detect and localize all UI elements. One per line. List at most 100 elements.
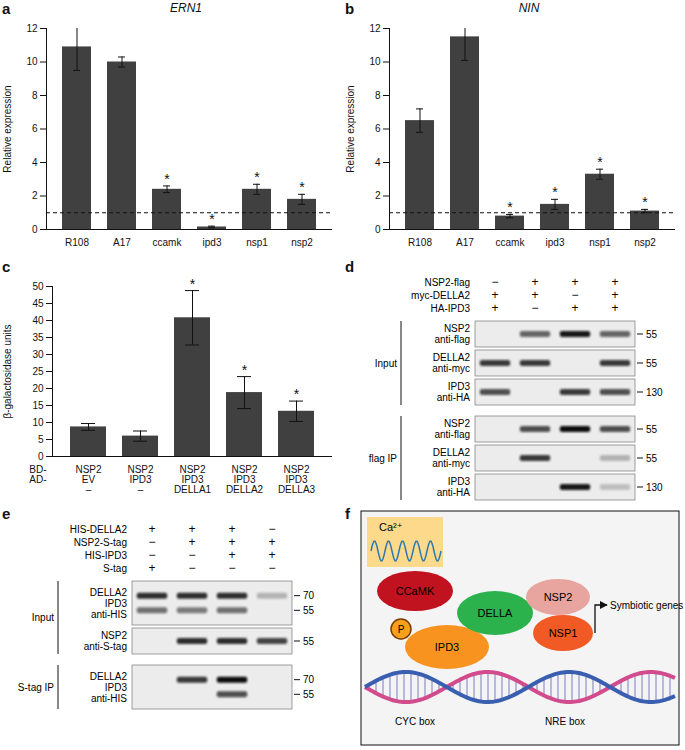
svg-text:+: + bbox=[611, 301, 618, 315]
svg-text:anti-myc: anti-myc bbox=[432, 363, 470, 374]
svg-text:Symbiotic genes: Symbiotic genes bbox=[610, 600, 683, 611]
svg-text:20: 20 bbox=[32, 383, 44, 394]
svg-text:ccamk: ccamk bbox=[496, 237, 526, 248]
svg-text:*: * bbox=[190, 276, 196, 292]
svg-text:+: + bbox=[571, 275, 578, 289]
svg-text:anti-myc: anti-myc bbox=[432, 458, 470, 469]
svg-text:β-galactosidase units: β-galactosidase units bbox=[2, 324, 13, 418]
svg-text:anti-HA: anti-HA bbox=[437, 392, 471, 403]
svg-text:NSP1: NSP1 bbox=[549, 627, 578, 639]
svg-text:6: 6 bbox=[32, 123, 38, 134]
svg-text:NSP2: NSP2 bbox=[101, 630, 128, 641]
svg-text:45: 45 bbox=[32, 298, 44, 309]
svg-text:50: 50 bbox=[32, 281, 44, 292]
svg-text:Relative expression: Relative expression bbox=[2, 85, 13, 172]
svg-text:55: 55 bbox=[646, 329, 658, 340]
svg-text:Ca²⁺: Ca²⁺ bbox=[379, 521, 403, 533]
svg-text:0: 0 bbox=[38, 451, 44, 462]
svg-text:+: + bbox=[188, 535, 195, 549]
svg-text:−: − bbox=[148, 535, 155, 549]
svg-text:+: + bbox=[491, 301, 498, 315]
svg-text:anti-HA: anti-HA bbox=[437, 487, 471, 498]
svg-text:Input: Input bbox=[32, 612, 54, 623]
svg-text:*: * bbox=[552, 184, 558, 200]
svg-text:+: + bbox=[228, 522, 235, 536]
svg-text:anti-S-tag: anti-S-tag bbox=[84, 641, 127, 652]
svg-text:8: 8 bbox=[375, 90, 381, 101]
svg-text:HIS-DELLA2: HIS-DELLA2 bbox=[70, 524, 128, 535]
svg-text:−: − bbox=[491, 275, 498, 289]
svg-text:NSP2: NSP2 bbox=[444, 418, 471, 429]
svg-text:HA-IPD3: HA-IPD3 bbox=[431, 303, 471, 314]
svg-text:+: + bbox=[611, 288, 618, 302]
svg-text:nsp2: nsp2 bbox=[634, 237, 656, 248]
svg-text:130: 130 bbox=[646, 387, 663, 398]
svg-text:NSP2IPD3DELLA2: NSP2IPD3DELLA2 bbox=[226, 464, 264, 495]
svg-text:BD-AD-: BD-AD- bbox=[29, 464, 46, 485]
svg-text:4: 4 bbox=[32, 157, 38, 168]
svg-text:DELLA2: DELLA2 bbox=[433, 447, 471, 458]
svg-text:NSP2: NSP2 bbox=[544, 591, 573, 603]
svg-text:*: * bbox=[242, 362, 248, 378]
svg-text:70: 70 bbox=[303, 590, 315, 601]
svg-text:anti-flag: anti-flag bbox=[434, 334, 470, 345]
svg-text:+: + bbox=[611, 275, 618, 289]
svg-text:IPD3: IPD3 bbox=[448, 476, 471, 487]
svg-text:Input: Input bbox=[375, 358, 397, 369]
svg-text:ccamk: ccamk bbox=[153, 237, 183, 248]
svg-text:Relative expression: Relative expression bbox=[345, 85, 356, 172]
svg-text:−: − bbox=[228, 561, 235, 575]
svg-text:R108: R108 bbox=[408, 237, 432, 248]
svg-text:S-tag IP: S-tag IP bbox=[18, 682, 54, 693]
svg-text:*: * bbox=[209, 211, 215, 227]
svg-text:IPD3: IPD3 bbox=[435, 641, 459, 653]
svg-text:CYC box: CYC box bbox=[395, 716, 435, 727]
svg-text:A17: A17 bbox=[113, 237, 131, 248]
svg-text:5: 5 bbox=[38, 434, 44, 445]
svg-text:30: 30 bbox=[32, 349, 44, 360]
svg-text:−: − bbox=[531, 301, 538, 315]
svg-text:25: 25 bbox=[32, 366, 44, 377]
svg-text:*: * bbox=[299, 179, 305, 195]
svg-text:NRE box: NRE box bbox=[545, 716, 585, 727]
svg-text:+: + bbox=[571, 301, 578, 315]
svg-text:*: * bbox=[164, 171, 170, 187]
svg-text:55: 55 bbox=[646, 424, 658, 435]
svg-text:2: 2 bbox=[32, 190, 38, 201]
svg-text:DELLA2: DELLA2 bbox=[433, 352, 471, 363]
svg-text:10: 10 bbox=[369, 56, 381, 67]
svg-text:+: + bbox=[148, 561, 155, 575]
svg-text:NSP2-flag: NSP2-flag bbox=[424, 277, 470, 288]
svg-text:IPD3: IPD3 bbox=[105, 682, 128, 693]
svg-text:NSP2IPD3–: NSP2IPD3– bbox=[127, 464, 154, 495]
svg-text:anti-HIS: anti-HIS bbox=[91, 693, 127, 704]
svg-text:+: + bbox=[531, 275, 538, 289]
svg-text:anti-HIS: anti-HIS bbox=[91, 609, 127, 620]
svg-text:15: 15 bbox=[32, 400, 44, 411]
svg-text:+: + bbox=[148, 522, 155, 536]
svg-text:−: − bbox=[571, 288, 578, 302]
svg-text:+: + bbox=[531, 288, 538, 302]
svg-text:A17: A17 bbox=[456, 237, 474, 248]
svg-text:flag IP: flag IP bbox=[369, 453, 398, 464]
svg-text:myc-DELLA2: myc-DELLA2 bbox=[411, 290, 470, 301]
svg-text:DELLA2: DELLA2 bbox=[90, 587, 128, 598]
svg-text:4: 4 bbox=[375, 157, 381, 168]
svg-text:0: 0 bbox=[375, 224, 381, 235]
svg-text:IPD3: IPD3 bbox=[105, 598, 128, 609]
svg-text:0: 0 bbox=[32, 224, 38, 235]
svg-text:CCaMK: CCaMK bbox=[396, 585, 435, 597]
svg-text:NSP2: NSP2 bbox=[444, 323, 471, 334]
svg-text:+: + bbox=[268, 548, 275, 562]
svg-text:−: − bbox=[188, 561, 195, 575]
svg-text:+: + bbox=[228, 535, 235, 549]
svg-text:DELLA2: DELLA2 bbox=[90, 671, 128, 682]
svg-text:8: 8 bbox=[32, 90, 38, 101]
svg-text:−: − bbox=[268, 561, 275, 575]
svg-text:12: 12 bbox=[26, 23, 38, 34]
svg-text:35: 35 bbox=[32, 332, 44, 343]
svg-text:55: 55 bbox=[303, 636, 315, 647]
svg-text:−: − bbox=[188, 548, 195, 562]
svg-text:R108: R108 bbox=[65, 237, 89, 248]
svg-text:40: 40 bbox=[32, 315, 44, 326]
